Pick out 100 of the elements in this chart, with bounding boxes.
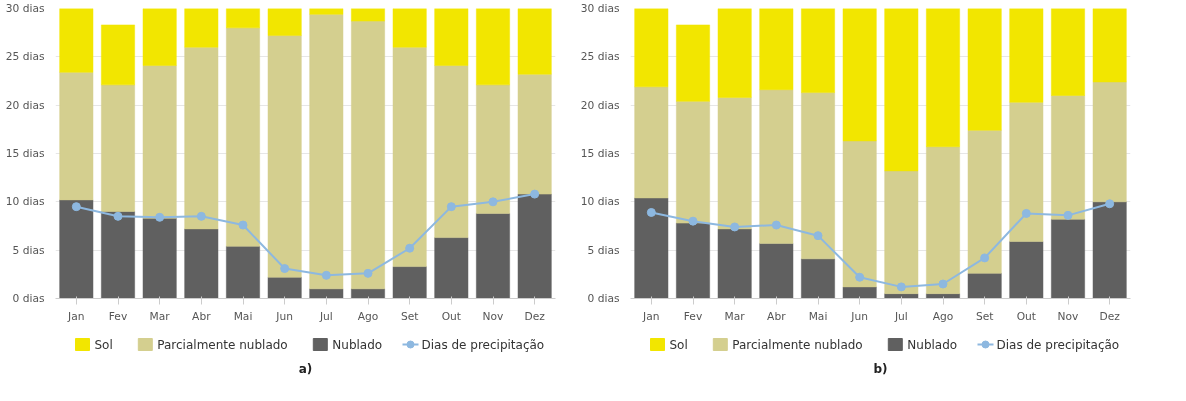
x-tick-label: Dez	[524, 309, 546, 323]
point	[688, 216, 698, 226]
bar	[801, 92, 835, 260]
point	[1021, 208, 1031, 218]
bar	[59, 199, 94, 299]
bar	[309, 288, 344, 299]
point	[113, 211, 123, 221]
y-tick-label: 30 dias	[5, 2, 45, 15]
bar	[1051, 218, 1085, 299]
legend-label: Parcialmente nublado	[732, 337, 863, 352]
point	[938, 279, 948, 289]
y-tick-label: 20 dias	[5, 98, 45, 112]
point	[646, 207, 656, 217]
bar	[717, 228, 752, 299]
legend-label: Nublado	[907, 337, 958, 352]
text: a)	[298, 361, 313, 376]
point	[896, 282, 906, 292]
point	[363, 268, 373, 278]
bar	[759, 243, 794, 299]
legend-label: Nublado	[332, 337, 383, 352]
bar	[59, 8, 94, 73]
bar	[101, 24, 135, 86]
y-tick-label: 25 dias	[5, 50, 45, 64]
x-tick-label: Out	[1016, 309, 1036, 323]
bar	[434, 8, 469, 66]
bar	[926, 8, 960, 147]
bar	[676, 101, 710, 224]
bar	[267, 8, 302, 36]
x-tick-label: Mar	[149, 309, 171, 323]
bar	[434, 65, 469, 238]
y-tick-label: 20 dias	[580, 98, 620, 112]
text: b)	[873, 361, 888, 376]
legend-label: Sol	[669, 337, 688, 352]
y-tick-label: 5 dias	[587, 243, 620, 257]
bar	[392, 266, 427, 299]
bar	[634, 197, 669, 299]
x-tick-label: Abr	[192, 309, 212, 323]
x-tick-label: Dez	[1099, 309, 1121, 323]
point	[980, 253, 990, 263]
y-tick-label: 5 dias	[12, 243, 45, 257]
x-tick-label: Ago	[357, 309, 379, 323]
y-tick-label: 15 dias	[5, 147, 45, 160]
bar	[759, 8, 794, 90]
y-tick-label: 30 dias	[580, 2, 620, 15]
bar	[476, 213, 510, 299]
bar	[1092, 201, 1127, 299]
point	[71, 202, 81, 212]
x-tick-label: Ago	[932, 309, 954, 323]
y-tick-label: 15 dias	[580, 147, 620, 160]
bar	[142, 65, 177, 219]
x-tick-label: Mai	[808, 309, 828, 323]
bar	[226, 246, 260, 299]
point	[405, 243, 415, 253]
bar	[392, 8, 427, 48]
legend-label: Dias de precipitação	[421, 337, 545, 352]
bar	[884, 170, 919, 294]
point	[321, 270, 331, 280]
bar	[476, 84, 510, 214]
x-tick-label: Nov	[1057, 309, 1079, 323]
bar	[184, 46, 219, 230]
y-tick-label: 10 dias	[580, 195, 620, 209]
bar	[267, 276, 302, 299]
bar	[842, 140, 877, 288]
x-tick-label: Mar	[724, 309, 746, 323]
bar	[634, 8, 669, 88]
bar	[967, 273, 1002, 299]
bar	[434, 237, 469, 299]
bar	[1092, 8, 1127, 83]
bar	[517, 193, 552, 299]
bar	[351, 288, 385, 299]
bar	[1009, 241, 1044, 299]
x-tick-label: Jul	[318, 309, 333, 323]
bar	[1009, 8, 1044, 103]
bar	[184, 8, 219, 48]
y-tick-label: 25 dias	[580, 50, 620, 64]
legend-label: Sol	[94, 337, 113, 352]
bar	[759, 89, 794, 244]
bar	[717, 97, 752, 230]
x-tick-label: Jun	[275, 309, 293, 323]
point	[280, 264, 290, 274]
point	[155, 212, 165, 222]
point	[771, 220, 781, 230]
x-tick-label: Out	[441, 309, 461, 323]
point	[238, 220, 248, 230]
point	[1063, 210, 1073, 220]
bar	[226, 27, 260, 247]
point	[1105, 199, 1115, 209]
point	[530, 189, 540, 199]
x-tick-label: Mai	[233, 309, 253, 323]
bar	[801, 8, 835, 93]
bar	[309, 8, 344, 15]
bar	[1009, 102, 1044, 242]
bar	[184, 228, 219, 299]
bar	[1051, 95, 1085, 220]
x-tick-label: Abr	[767, 309, 787, 323]
point	[446, 202, 456, 212]
bar	[517, 8, 552, 75]
y-tick-label: 10 dias	[5, 195, 45, 209]
bar	[634, 86, 669, 199]
bar	[801, 258, 835, 299]
